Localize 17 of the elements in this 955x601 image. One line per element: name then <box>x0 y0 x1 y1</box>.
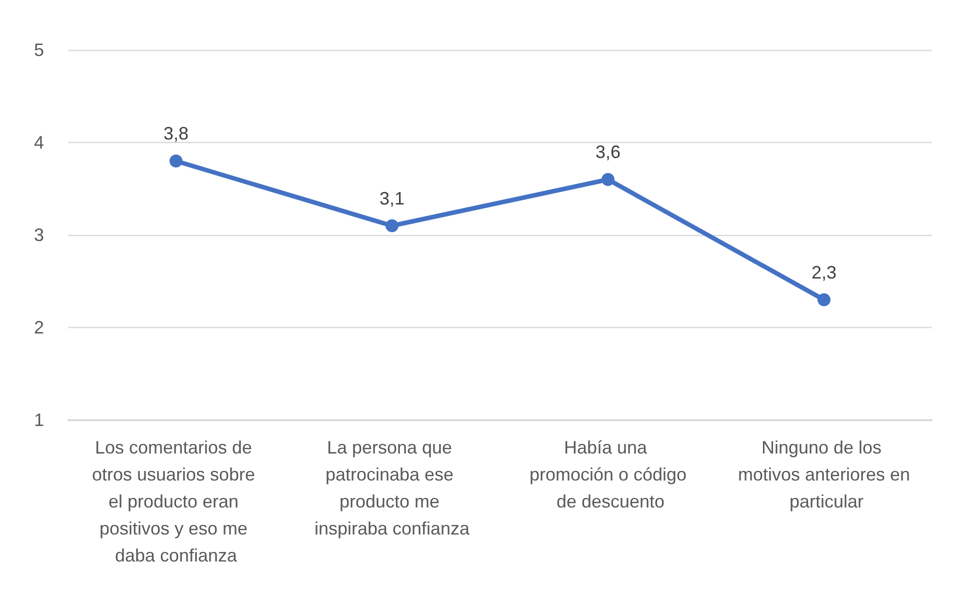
point <box>818 293 830 306</box>
x-tick-label: La persona que patrocinaba ese producto me inspiraba confianza <box>314 438 471 538</box>
data-label: 2,3 <box>811 262 837 282</box>
y-tick-label: 3 <box>34 225 44 245</box>
data-label: 3,8 <box>163 124 189 144</box>
x-tick-label: Ninguno de los motivos anteriores en particular <box>738 438 910 512</box>
y-tick-label: 5 <box>34 40 44 60</box>
data-label: 3,6 <box>595 142 621 162</box>
data-label: 3,1 <box>379 188 405 208</box>
point <box>386 219 398 232</box>
y-tick-label: 2 <box>34 318 44 338</box>
y-tick-label: 1 <box>34 410 44 430</box>
point <box>170 154 182 168</box>
y-tick-label: 4 <box>34 132 44 152</box>
x-tick-label: Los comentarios de otros usuarios sobre el producto eran positivos y eso me daba confianza <box>92 438 260 566</box>
point <box>602 173 614 186</box>
x-tick-label: Había una promoción o código de descuento <box>529 438 687 512</box>
